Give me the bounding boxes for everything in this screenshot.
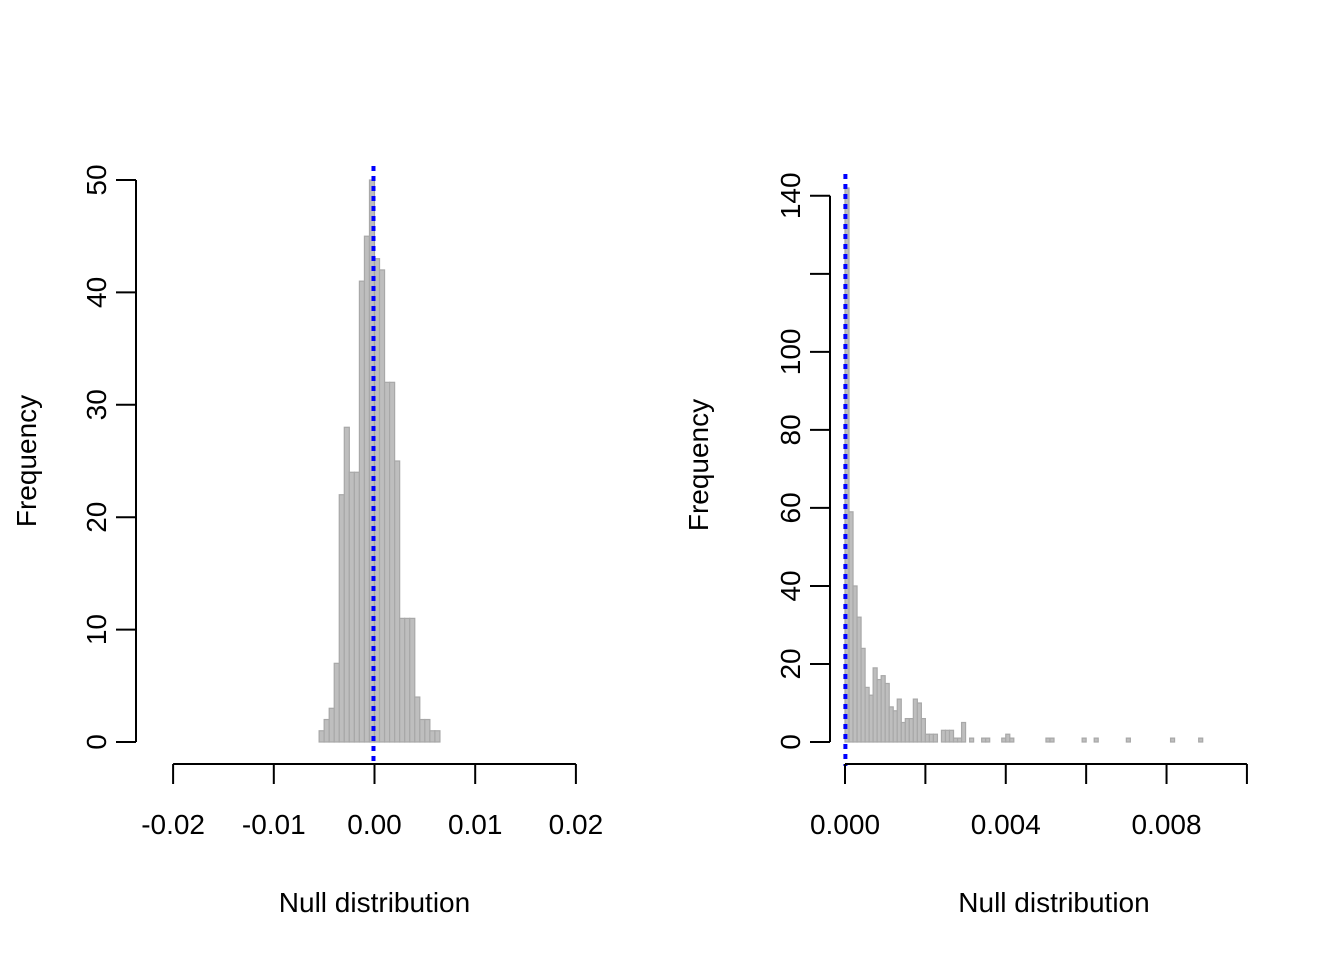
- histogram-bar: [884, 682, 890, 743]
- histogram-bar: [404, 617, 411, 743]
- histogram-bar: [864, 686, 870, 743]
- histogram-bar: [928, 733, 935, 743]
- histogram-bar: [1169, 737, 1176, 743]
- histogram-bar: [414, 696, 421, 743]
- y-axis-title: Frequency: [683, 399, 714, 531]
- histogram-bar: [852, 585, 858, 743]
- histogram-bar: [944, 729, 951, 743]
- histogram-bar: [343, 426, 350, 743]
- histogram-bar: [333, 662, 340, 743]
- histogram-bar: [916, 702, 922, 743]
- histogram-bar: [960, 721, 967, 743]
- histogram-bar: [880, 675, 886, 743]
- histogram-bar: [1045, 737, 1051, 743]
- histogram-bar: [399, 617, 406, 743]
- histogram-bar: [968, 737, 975, 743]
- histogram-bar: [900, 721, 906, 743]
- histogram-bar: [383, 381, 391, 743]
- histogram-bar: [872, 667, 878, 743]
- y-tick-label: 80: [775, 414, 806, 445]
- histogram-bar: [856, 616, 862, 743]
- histogram-bar: [424, 718, 431, 743]
- y-tick-label: 20: [775, 648, 806, 679]
- histogram-bar: [896, 698, 902, 743]
- y-tick-label: 50: [81, 164, 112, 195]
- histogram-bar: [363, 235, 371, 743]
- histogram-bar: [323, 718, 330, 743]
- x-tick-label: 0.008: [1131, 809, 1201, 840]
- y-tick-label: 30: [81, 389, 112, 420]
- histogram-bar: [434, 730, 441, 743]
- histogram-bar: [1125, 737, 1131, 743]
- histogram-bar: [940, 729, 947, 743]
- histogram-bar: [1005, 733, 1011, 743]
- histogram-bar: [952, 737, 959, 743]
- histogram-bar: [1049, 737, 1055, 743]
- x-tick-label: 0.00: [347, 809, 402, 840]
- histogram-bar: [956, 737, 963, 743]
- histogram-bar: [908, 717, 914, 743]
- x-tick-label: -0.02: [141, 809, 205, 840]
- y-tick-label: 60: [775, 492, 806, 523]
- y-tick-label: 140: [775, 172, 806, 219]
- x-axis-title: Null distribution: [958, 887, 1149, 918]
- y-tick-label: 0: [775, 734, 806, 750]
- histogram-bar: [860, 647, 866, 743]
- histogram-bar: [932, 733, 939, 743]
- y-tick-label: 20: [81, 502, 112, 533]
- histogram-panel-left: -0.02 -0.01 0.00 0.01 0.02 0 10 20 30 40 50 Null di…: [11, 164, 603, 918]
- histogram-bar: [1081, 737, 1087, 743]
- x-tick-label: 0.01: [448, 809, 503, 840]
- histogram-bar: [981, 737, 987, 743]
- histogram-bar: [338, 494, 345, 743]
- histogram-bar: [876, 678, 882, 743]
- histogram-bars: [844, 187, 1204, 743]
- y-tick-label: 0: [81, 734, 112, 750]
- histogram-bar: [409, 617, 416, 743]
- histogram-bar: [328, 707, 335, 743]
- x-tick-label: 0.02: [549, 809, 604, 840]
- histogram-bar: [348, 471, 355, 743]
- histogram-bar: [389, 381, 396, 743]
- histogram-bar: [1198, 737, 1204, 743]
- histogram-panel-right: 0.000 0.004 0.008 0 20 40 60 80 100 140 Null distr…: [683, 172, 1248, 918]
- histogram-bars: [318, 179, 441, 743]
- histogram-bar: [904, 717, 910, 743]
- histogram-bar: [1093, 737, 1099, 743]
- histogram-bar: [888, 706, 894, 743]
- x-tick-label: -0.01: [242, 809, 306, 840]
- histogram-bar: [318, 730, 325, 743]
- histogram-bar: [353, 471, 360, 743]
- y-tick-label: 10: [81, 614, 112, 645]
- histogram-bar: [419, 718, 426, 743]
- histogram-bar: [394, 460, 401, 743]
- histogram-bar: [985, 737, 991, 743]
- histogram-bar: [378, 269, 386, 743]
- x-axis-title: Null distribution: [279, 887, 470, 918]
- histogram-bar: [429, 730, 436, 743]
- x-tick-label: 0.000: [810, 809, 880, 840]
- histogram-bar: [1009, 737, 1015, 743]
- histogram-bar: [848, 511, 854, 743]
- y-tick-label: 40: [775, 570, 806, 601]
- histogram-bar: [948, 729, 955, 743]
- y-tick-label: 100: [775, 328, 806, 375]
- y-axis-title: Frequency: [11, 395, 42, 527]
- histogram-bar: [920, 717, 926, 743]
- histogram-bar: [892, 710, 898, 743]
- histogram-bar: [358, 280, 366, 743]
- histogram-bar: [924, 733, 931, 743]
- histogram-bar: [912, 698, 918, 743]
- y-tick-label: 40: [81, 277, 112, 308]
- x-tick-label: 0.004: [971, 809, 1041, 840]
- histogram-bar: [1001, 737, 1007, 743]
